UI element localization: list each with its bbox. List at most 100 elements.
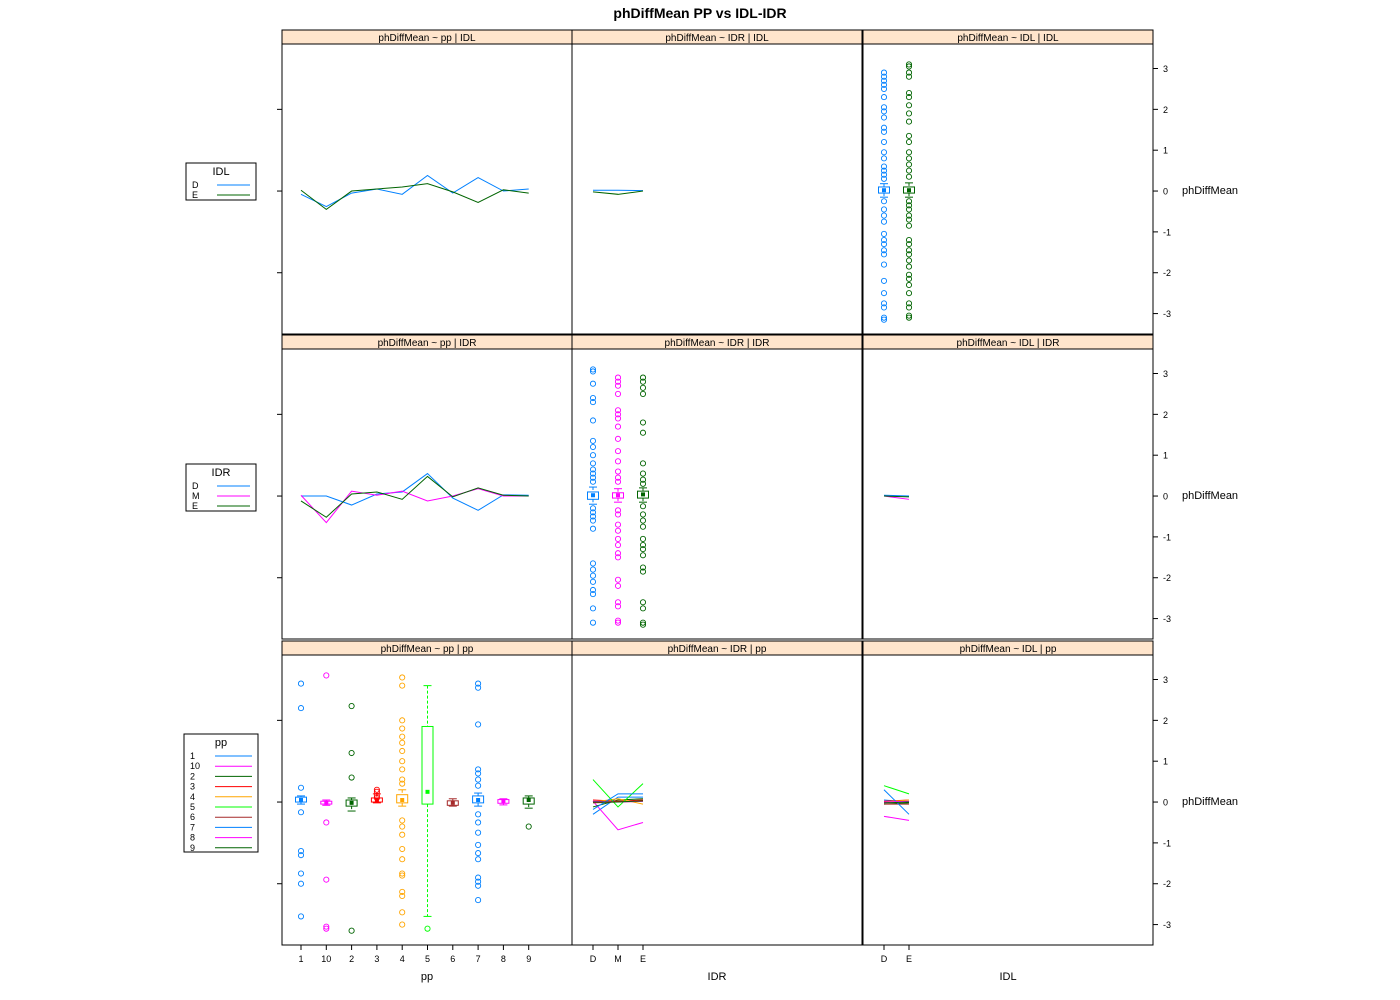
series-line-10 (592, 800, 644, 831)
outlier-point (880, 212, 888, 219)
outlier-point (589, 443, 597, 451)
outlier-point (880, 94, 888, 101)
outlier-point (399, 776, 406, 783)
x-tick-label: 8 (501, 954, 506, 964)
outlier-point (880, 300, 888, 307)
outlier-point (589, 605, 597, 612)
panel-strip-label: phDiffMean ~ pp | IDR (378, 338, 477, 349)
series-line-7 (592, 793, 643, 810)
series-line-E (300, 183, 529, 211)
outlier-point (614, 382, 622, 389)
series-line-D (883, 494, 910, 497)
median-dot (616, 493, 620, 498)
outlier-point (614, 448, 622, 455)
outlier-point (880, 124, 888, 131)
y-tick-label: 0 (1163, 492, 1168, 502)
outlier-point (399, 823, 406, 830)
outlier-point (880, 69, 888, 76)
outlier-point (399, 674, 406, 681)
outlier-point (589, 470, 597, 477)
outlier-point (297, 705, 305, 712)
outlier-point (905, 94, 913, 101)
outlier-point (880, 237, 888, 244)
outlier-point (905, 161, 913, 168)
outlier-point (639, 384, 647, 391)
legend-title: IDL (212, 166, 229, 178)
outlier-point (614, 599, 622, 606)
x-tick-label: D (590, 954, 597, 964)
outlier-point (880, 108, 888, 115)
outlier-point (905, 118, 913, 125)
outlier-point (399, 921, 406, 928)
outlier-point (614, 374, 622, 381)
outlier-point (905, 63, 913, 70)
outlier-point (905, 304, 913, 311)
box-9 (522, 797, 535, 805)
outlier-point (905, 290, 913, 297)
outlier-point (614, 582, 622, 589)
outlier-point (905, 138, 913, 146)
outlier-point (475, 770, 482, 777)
outlier-point (475, 897, 482, 904)
outlier-point (880, 261, 888, 268)
outlier-point (475, 829, 482, 836)
outlier-point (639, 546, 647, 553)
outlier-point (905, 69, 913, 76)
panel-2-1: phDiffMean ~ IDR | pp D M E IDR (571, 640, 863, 983)
median-dot (641, 492, 645, 497)
panel-0-0: phDiffMean ~ pp | IDL (277, 29, 573, 335)
x-tick-label: 4 (400, 954, 405, 964)
panel-strip-label: phDiffMean ~ IDL | IDR (957, 338, 1060, 349)
outlier-point (323, 819, 330, 826)
outlier-point (614, 521, 622, 528)
x-tick-label: M (614, 954, 622, 964)
legend-title: pp (215, 737, 227, 749)
outlier-point (880, 73, 888, 80)
series-line-8 (883, 800, 910, 803)
y-axis-label: phDiffMean (1182, 796, 1238, 808)
outlier-point (880, 81, 888, 88)
outlier-point (297, 852, 305, 859)
panel-frame (281, 348, 573, 640)
outlier-point (475, 841, 482, 848)
outlier-point (905, 314, 913, 321)
outlier-point (475, 721, 482, 728)
x-tick-label: D (881, 954, 888, 964)
outlier-point (880, 290, 888, 297)
outlier-point (297, 784, 305, 791)
box-E (903, 186, 915, 194)
panel-frame (571, 348, 863, 640)
outlier-point (614, 617, 622, 624)
outlier-point (348, 749, 355, 757)
box-6 (446, 800, 459, 806)
series-line-D (301, 472, 529, 511)
panel-frame (862, 43, 1154, 335)
y-tick-label: -2 (1163, 573, 1171, 583)
outlier-point (905, 263, 913, 270)
outlier-point (589, 366, 597, 373)
outlier-point (589, 513, 597, 520)
outlier-point (905, 237, 913, 244)
x-tick-label: 7 (476, 954, 481, 964)
series-line-9 (883, 801, 910, 804)
outlier-point (614, 507, 622, 514)
outlier-point (475, 680, 482, 687)
panel-frame (571, 654, 863, 946)
x-tick-label: 5 (425, 954, 430, 964)
chart-title: phDiffMean PP vs IDL-IDR (613, 5, 786, 21)
panel-2-0: phDiffMean ~ pp | pp 1 10 2 3 4 5 6 7 8 9 pp (277, 640, 573, 983)
outlier-point (614, 378, 622, 385)
outlier-point (589, 586, 597, 594)
outlier-point (905, 102, 913, 109)
median-dot (882, 188, 886, 193)
outlier-point (614, 576, 622, 583)
y-tick-label: -1 (1163, 532, 1171, 542)
legend-item-label: 10 (190, 761, 200, 771)
outlier-point (639, 476, 647, 483)
outlier-point (614, 390, 622, 397)
outlier-point (475, 874, 482, 881)
outlier-point (880, 138, 888, 146)
outlier-point (475, 819, 482, 826)
outlier-point (905, 271, 913, 278)
